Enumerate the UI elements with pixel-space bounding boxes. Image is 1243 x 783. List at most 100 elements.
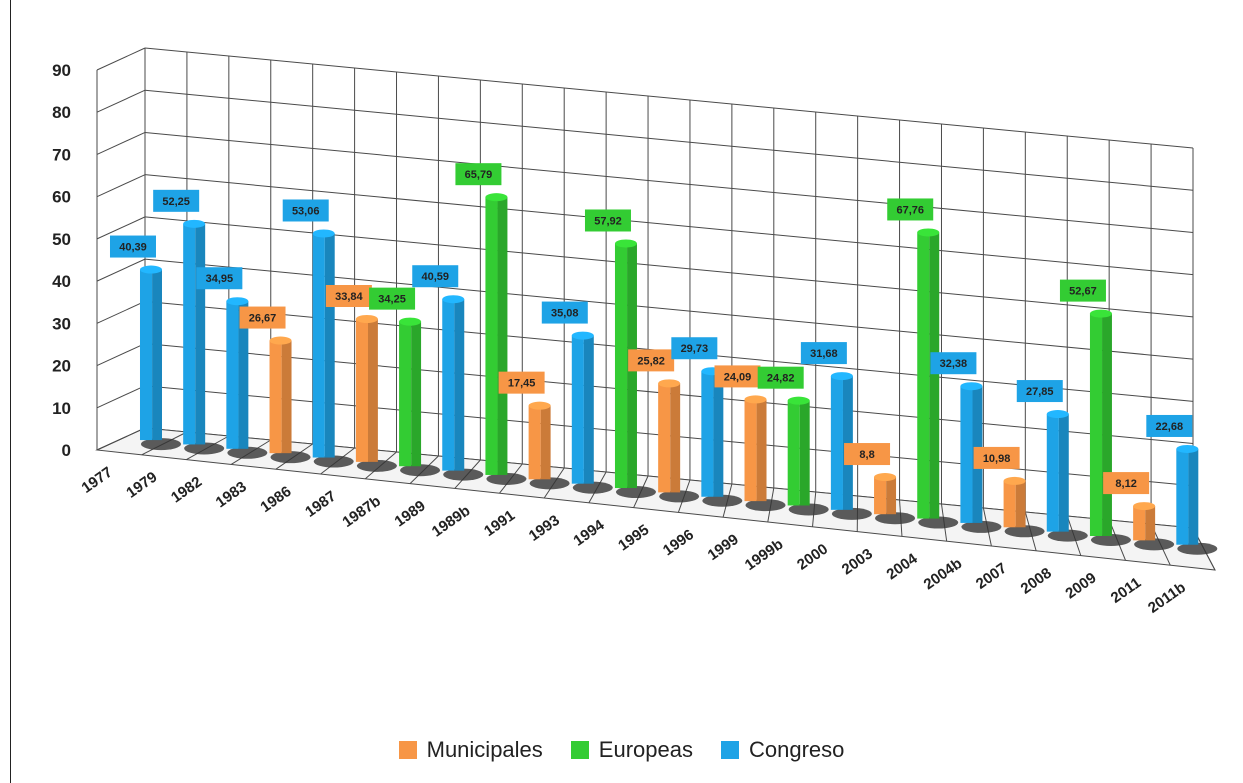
bar-europeas xyxy=(485,193,508,475)
gridline-back xyxy=(144,47,1194,149)
data-label: 25,82 xyxy=(637,355,665,367)
data-label: 52,67 xyxy=(1069,286,1097,298)
bar-face-front xyxy=(744,399,757,502)
data-label-box xyxy=(196,267,243,290)
bar-face-side xyxy=(195,223,206,445)
bar-face-side xyxy=(1102,313,1112,536)
data-label-box xyxy=(887,198,934,221)
bar-top-cap xyxy=(744,395,767,404)
x-tick-label: 1987 xyxy=(302,488,339,521)
y-tick-label: 70 xyxy=(52,145,71,164)
bar-face-front xyxy=(355,319,368,462)
gridline-side xyxy=(96,258,146,282)
data-label-box xyxy=(800,342,847,365)
gridline-back xyxy=(144,216,1194,318)
bar-municipales xyxy=(1133,502,1156,541)
bar-shadow-municipales xyxy=(1004,525,1045,538)
x-tick-label: 1987b xyxy=(339,493,384,531)
x-tick-label: 1994 xyxy=(570,516,608,549)
bar-face-side xyxy=(281,340,292,454)
bar-europeas xyxy=(917,228,940,519)
data-label-box xyxy=(282,199,329,222)
bar-face-front xyxy=(1003,480,1016,528)
data-label: 8,12 xyxy=(1115,478,1136,490)
bar-face-front xyxy=(183,223,196,445)
bar-face-front xyxy=(701,371,714,497)
data-label-box xyxy=(541,301,588,324)
bar-shadow-congreso xyxy=(1047,529,1088,542)
bar-face-side xyxy=(929,232,940,519)
legend-item-municipales: Municipales xyxy=(398,737,543,763)
bar-congreso xyxy=(571,331,594,484)
data-label-box xyxy=(239,306,286,329)
bar-top-cap xyxy=(442,295,465,304)
bar-face-side xyxy=(1015,480,1026,528)
bar-top-cap xyxy=(399,317,422,326)
bar-municipales xyxy=(528,401,551,480)
data-label: 27,85 xyxy=(1026,386,1054,398)
legend-item-congreso: Congreso xyxy=(720,737,845,763)
bar-congreso xyxy=(226,297,249,449)
data-label-box xyxy=(412,265,459,288)
y-tick-label: 30 xyxy=(52,314,71,333)
bar-top-cap xyxy=(1133,502,1156,511)
gridline-back xyxy=(144,89,1194,191)
x-tick-label: 1989 xyxy=(392,497,429,530)
bar-face-side xyxy=(497,197,508,475)
bar-municipales xyxy=(1003,476,1026,528)
bar-municipales xyxy=(874,473,897,515)
data-label: 22,68 xyxy=(1156,421,1184,433)
bar-europeas xyxy=(787,396,810,506)
data-label-box xyxy=(369,287,416,310)
bar-face-side xyxy=(583,335,594,484)
data-label-box xyxy=(1146,414,1193,437)
data-label-box xyxy=(1059,279,1106,302)
x-tick-label: 1983 xyxy=(213,478,250,511)
y-axis: 0 10 20 30 40 50 60 70 80 90 xyxy=(52,61,71,460)
bar-face-front xyxy=(1133,506,1146,541)
x-tick-label: 1991 xyxy=(481,507,518,540)
bar-congreso xyxy=(1046,410,1069,532)
bar-shadow-municipales xyxy=(270,451,311,464)
bar-shadow-congreso xyxy=(184,442,225,455)
x-tick-label: 2000 xyxy=(794,541,831,574)
bar-face-front xyxy=(226,301,239,449)
bar-face-front xyxy=(830,376,843,510)
bar-top-cap xyxy=(960,382,983,391)
bar-face-side xyxy=(713,371,724,497)
data-label: 40,39 xyxy=(119,242,147,254)
bar-shadow-municipales xyxy=(356,459,397,472)
bar-top-cap xyxy=(1046,410,1069,419)
bar-top-cap xyxy=(658,379,681,388)
gridline-side xyxy=(96,47,146,71)
bar-shadow-congreso xyxy=(443,468,484,481)
bar-top-cap xyxy=(874,473,897,482)
bar-congreso xyxy=(442,295,465,471)
bar-face-front xyxy=(614,243,628,489)
data-label: 67,76 xyxy=(896,204,924,216)
bar-face-side xyxy=(411,321,422,467)
x-tick-label: 2007 xyxy=(973,560,1010,593)
bar-face-side xyxy=(1188,448,1199,545)
bar-top-cap xyxy=(139,265,162,274)
bar-shadow-congreso xyxy=(572,481,613,494)
bar-shadow-europeas xyxy=(615,486,656,499)
x-tick-label: 2004 xyxy=(884,550,922,583)
bar-face-front xyxy=(960,386,973,523)
bar-top-cap xyxy=(571,331,594,340)
legend-label-congreso: Congreso xyxy=(748,737,845,762)
legend-swatch-municipales xyxy=(398,741,417,759)
data-label-box xyxy=(757,366,804,389)
x-tick-label: 2008 xyxy=(1018,565,1055,598)
bar-face-front xyxy=(917,232,930,519)
bar-municipales xyxy=(658,379,681,493)
y-tick-label: 40 xyxy=(52,272,71,291)
bar-shadows xyxy=(140,438,1218,555)
data-label: 10,98 xyxy=(983,453,1011,465)
left-border-line xyxy=(10,0,11,783)
x-tick-label: 1999b xyxy=(742,536,787,574)
data-label: 24,09 xyxy=(724,371,752,383)
gridline-side xyxy=(96,131,146,155)
bar-face-front xyxy=(399,321,412,467)
bar-congreso xyxy=(830,372,853,510)
